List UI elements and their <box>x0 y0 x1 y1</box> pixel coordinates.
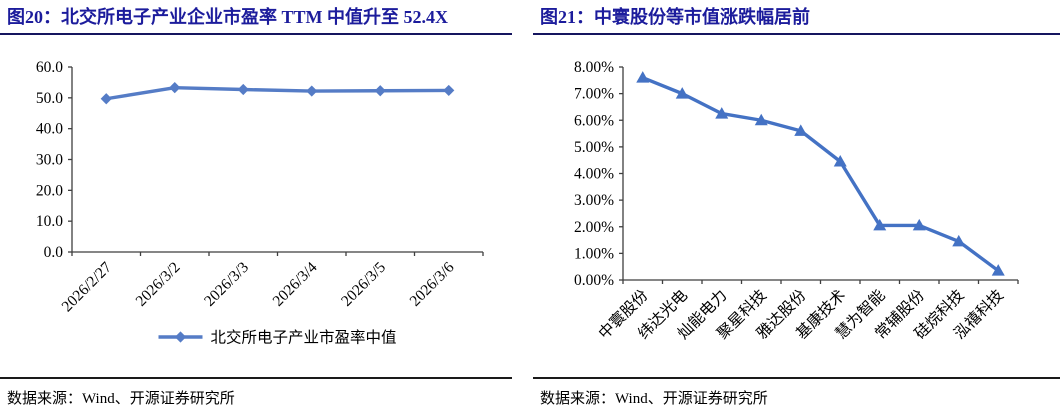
data-point-marker <box>952 234 966 247</box>
data-point-marker <box>675 87 689 99</box>
data-point-marker <box>374 85 386 97</box>
data-point-marker <box>833 155 847 167</box>
data-point-marker <box>443 84 455 97</box>
data-point-marker <box>873 218 887 231</box>
data-point-marker <box>754 113 768 126</box>
data-point-marker <box>169 82 181 94</box>
data-point-marker <box>991 264 1005 276</box>
fig20-title: 图20：北交所电子产业企业市盈率 TTM 中值升至 52.4X <box>0 0 512 35</box>
y-tick-label: 30.0 <box>36 152 63 169</box>
y-tick-label: 8.00% <box>574 59 614 76</box>
fig20-source: 数据来源：Wind、开源证券研究所 <box>0 377 512 414</box>
axes <box>68 66 484 256</box>
y-tick-label: 5.00% <box>574 139 614 156</box>
series-line <box>641 75 1000 273</box>
y-tick-label: 4.00% <box>574 166 614 183</box>
data-point-marker <box>174 331 187 343</box>
y-tick-label: 0.0 <box>44 244 64 261</box>
legend: 北交所电子产业市盈率中值 <box>158 329 397 347</box>
y-tick-label: 10.0 <box>36 213 63 230</box>
y-tick-label: 20.0 <box>36 182 63 199</box>
data-point-marker <box>100 93 112 105</box>
data-point-marker <box>306 85 318 97</box>
x-tick-label: 2026/3/3 <box>201 259 252 310</box>
y-tick-label: 0.00% <box>574 272 614 289</box>
pe-ttm-line-chart: 0.0 10.0 20.0 30.0 40.0 50.0 60.0 2026/2/27 2026… <box>36 59 484 347</box>
axes <box>619 66 1019 284</box>
x-tick-label: 2026/3/6 <box>407 259 458 310</box>
data-point-marker <box>794 124 808 136</box>
x-tick-label: 2026/2/27 <box>59 259 116 316</box>
y-tick-label: 60.0 <box>36 59 63 76</box>
x-tick-label: 2026/3/4 <box>270 259 321 310</box>
y-tick-label: 50.0 <box>36 90 63 107</box>
data-point-marker <box>715 107 729 119</box>
legend-label: 北交所电子产业市盈率中值 <box>211 329 397 347</box>
data-point-marker <box>636 71 650 83</box>
fig20-chart: 0.0 10.0 20.0 30.0 40.0 50.0 60.0 2026/2/27 2026… <box>0 35 512 377</box>
fig21-source: 数据来源：Wind、开源证券研究所 <box>533 377 1060 414</box>
fig21-chart: 0.00% 1.00% 2.00% 3.00% 4.00% 5.00% 6.00% 7.00%… <box>533 35 1060 377</box>
market-cap-change-line-chart: 0.00% 1.00% 2.00% 3.00% 4.00% 5.00% 6.00% 7.00%… <box>574 59 1019 343</box>
series-line <box>104 85 451 101</box>
x-tick-label: 2026/3/5 <box>338 259 389 310</box>
y-tick-label: 7.00% <box>574 86 614 103</box>
panel-fig21: 图21：中寰股份等市值涨跌幅居前 0.00% 1.00% 2.00% 3.00% 4.0… <box>533 0 1060 414</box>
x-tick-label: 2026/3/2 <box>133 259 184 310</box>
tick-labels: 0.0 10.0 20.0 30.0 40.0 50.0 60.0 2026/2/27 2026… <box>36 59 458 315</box>
y-tick-label: 6.00% <box>574 112 614 129</box>
fig21-title: 图21：中寰股份等市值涨跌幅居前 <box>533 0 1060 35</box>
tick-labels: 0.00% 1.00% 2.00% 3.00% 4.00% 5.00% 6.00% 7.00%… <box>574 59 1007 343</box>
y-tick-label: 2.00% <box>574 219 614 236</box>
data-point-marker <box>237 83 249 96</box>
y-tick-label: 3.00% <box>574 192 614 209</box>
y-tick-label: 40.0 <box>36 121 63 138</box>
data-point-marker <box>912 218 926 231</box>
panel-fig20: 图20：北交所电子产业企业市盈率 TTM 中值升至 52.4X 0.0 10.0 2… <box>0 0 512 414</box>
y-tick-label: 1.00% <box>574 245 614 262</box>
